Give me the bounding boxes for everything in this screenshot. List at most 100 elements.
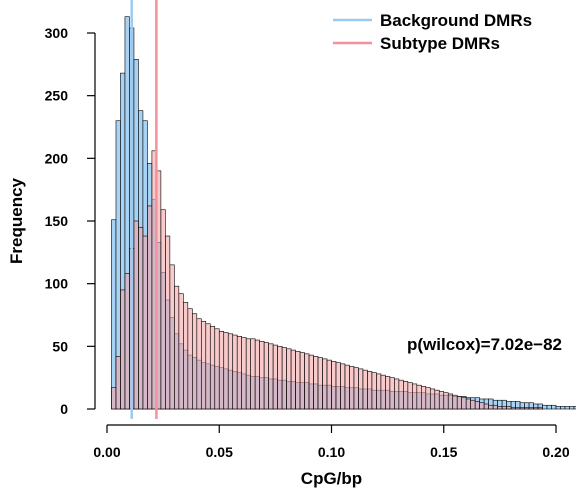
- subtype-dmrs-bar: [340, 363, 346, 410]
- subtype-dmrs-bar: [286, 348, 292, 410]
- subtype-dmrs-bar: [407, 382, 413, 410]
- subtype-dmrs-bar: [205, 323, 211, 410]
- subtype-dmrs-bar: [528, 407, 534, 410]
- subtype-dmrs-bar: [353, 367, 359, 410]
- subtype-dmrs-bar: [429, 388, 436, 410]
- wilcox-p-value: p(wilcox)=7.02e−82: [407, 335, 562, 354]
- subtype-dmrs-bar: [461, 397, 467, 410]
- subtype-dmrs-bar: [349, 366, 355, 410]
- y-axis: 0 50 100 150 200 250 300: [45, 25, 96, 417]
- subtype-dmrs-bar: [434, 389, 440, 410]
- subtype-dmrs-bar: [331, 361, 337, 410]
- subtype-dmrs-bar: [452, 394, 458, 410]
- background-dmrs-bar: [546, 404, 552, 410]
- subtype-dmrs-bar: [241, 337, 247, 410]
- subtype-dmrs-bar: [174, 285, 180, 410]
- subtype-dmrs-bars: [111, 150, 543, 410]
- background-dmrs-bar: [542, 404, 548, 410]
- subtype-dmrs-bar: [196, 318, 202, 410]
- subtype-dmrs-bar: [120, 289, 126, 410]
- y-tick-label: 250: [45, 88, 69, 104]
- subtype-dmrs-bar: [344, 364, 350, 410]
- subtype-dmrs-bar: [111, 387, 117, 410]
- y-tick-label: 300: [45, 25, 69, 41]
- subtype-dmrs-bar: [326, 359, 332, 410]
- subtype-dmrs-bar: [295, 351, 301, 410]
- subtype-dmrs-bar: [479, 402, 485, 410]
- subtype-dmrs-bar: [501, 406, 507, 410]
- subtype-dmrs-bar: [362, 369, 368, 410]
- subtype-dmrs-bar: [416, 384, 422, 410]
- subtype-dmrs-bar: [178, 293, 184, 410]
- subtype-dmrs-bar: [389, 377, 395, 410]
- subtype-dmrs-bar: [367, 371, 373, 410]
- x-axis-title: CpG/bp: [301, 469, 362, 488]
- subtype-dmrs-bar: [165, 235, 171, 410]
- subtype-dmrs-bar: [272, 344, 278, 410]
- subtype-dmrs-bar: [138, 226, 144, 410]
- subtype-dmrs-bar: [515, 407, 521, 410]
- subtype-dmrs-bar: [192, 313, 198, 410]
- subtype-dmrs-bar: [533, 407, 539, 410]
- x-tick-label: 0.20: [542, 444, 569, 460]
- y-tick-label: 200: [45, 150, 69, 166]
- subtype-dmrs-bar: [214, 328, 220, 410]
- subtype-dmrs-bar: [245, 338, 251, 410]
- legend-label-subtype: Subtype DMRs: [380, 34, 500, 53]
- subtype-dmrs-bar: [398, 379, 404, 410]
- subtype-dmrs-bar: [232, 334, 238, 410]
- subtype-dmrs-bar: [308, 354, 314, 410]
- subtype-dmrs-bar: [322, 358, 328, 410]
- subtype-dmrs-bar: [443, 392, 449, 410]
- y-tick-label: 150: [45, 213, 69, 229]
- subtype-dmrs-bar: [510, 407, 516, 410]
- subtype-dmrs-bar: [133, 220, 139, 410]
- subtype-dmrs-bar: [492, 404, 498, 410]
- background-dmrs-bar: [111, 219, 117, 410]
- subtype-dmrs-bar: [335, 362, 341, 410]
- subtype-dmrs-bar: [497, 406, 503, 410]
- background-dmrs-bar: [551, 404, 557, 410]
- background-dmrs-bar: [564, 406, 570, 410]
- x-axis: 0.00 0.05 0.10 0.15 0.20: [93, 424, 570, 460]
- y-tick-label: 0: [60, 401, 68, 417]
- subtype-dmrs-bar: [358, 368, 364, 410]
- y-axis-title: Frequency: [7, 177, 26, 264]
- subtype-dmrs-bar: [412, 383, 418, 410]
- subtype-dmrs-bar: [488, 404, 494, 410]
- subtype-dmrs-bar: [263, 342, 269, 410]
- subtype-dmrs-bar: [385, 376, 391, 410]
- x-tick-label: 0.00: [93, 444, 120, 460]
- subtype-dmrs-bar: [227, 333, 234, 410]
- subtype-dmrs-bar: [304, 353, 310, 410]
- subtype-dmrs-bar: [524, 407, 530, 410]
- legend-label-background: Background DMRs: [380, 11, 532, 30]
- subtype-dmrs-bar: [313, 356, 319, 410]
- subtype-dmrs-bar: [218, 330, 225, 410]
- subtype-dmrs-bar: [376, 373, 382, 410]
- subtype-dmrs-bar: [142, 235, 148, 410]
- subtype-dmrs-bar: [447, 393, 454, 410]
- subtype-dmrs-bar: [456, 396, 463, 410]
- subtype-dmrs-bar: [250, 338, 256, 410]
- subtype-dmrs-bar: [268, 343, 274, 410]
- subtype-dmrs-bar: [465, 398, 471, 410]
- median-lines: [130, 0, 158, 419]
- subtype-dmrs-bar: [124, 273, 130, 410]
- subtype-dmrs-bar: [169, 264, 175, 410]
- subtype-dmrs-bar: [147, 205, 153, 410]
- background-dmrs-bar: [569, 406, 575, 410]
- subtype-dmrs-bar: [223, 332, 229, 410]
- subtype-dmrs-bar: [115, 356, 121, 410]
- subtype-dmrs-bar: [236, 336, 243, 410]
- subtype-dmrs-bar: [160, 209, 166, 410]
- y-tick-label: 100: [45, 276, 69, 292]
- subtype-dmrs-bar: [483, 403, 489, 410]
- x-tick-label: 0.10: [318, 444, 345, 460]
- subtype-dmrs-bar: [187, 308, 193, 410]
- subtype-dmrs-bar: [470, 399, 476, 410]
- subtype-dmrs-bar: [380, 374, 386, 410]
- subtype-dmrs-bar: [281, 347, 287, 410]
- subtype-dmrs-bar: [183, 302, 189, 410]
